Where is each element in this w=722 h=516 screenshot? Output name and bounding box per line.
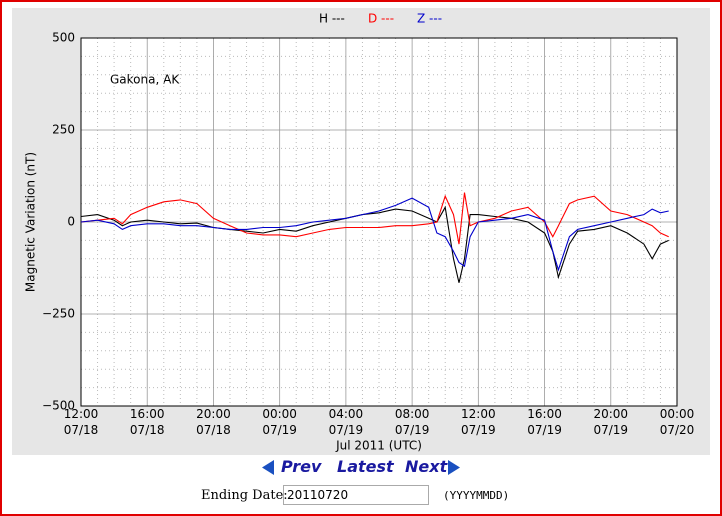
x-axis-label: Jul 2011 (UTC) [335, 439, 422, 453]
x-tick-label: 00:00 07/19 [262, 407, 297, 437]
series-line [80, 205, 669, 283]
legend-entry: H --- [319, 12, 345, 26]
x-tick-label: 12:00 07/18 [64, 407, 99, 437]
y-tick-label: 250 [52, 123, 75, 137]
x-tick-label: 20:00 07/18 [196, 407, 231, 437]
x-tick-label: 20:00 07/19 [593, 407, 628, 437]
y-tick-label: 500 [52, 31, 75, 45]
next-arrow[interactable] [448, 460, 461, 475]
series-line [80, 197, 669, 272]
date-input[interactable]: 20110720 [283, 485, 429, 505]
x-tick-label: 12:00 07/19 [461, 407, 496, 437]
y-axis-label: Magnetic Variation (nT) [24, 152, 38, 292]
prev-arrow[interactable] [262, 460, 275, 475]
date-label: Ending Date: [201, 488, 288, 503]
x-tick-label: 16:00 07/19 [527, 407, 562, 437]
y-tick-label: −500 [42, 399, 75, 413]
y-tick-label: −250 [42, 307, 75, 321]
series-line [80, 192, 669, 245]
prev-button[interactable]: Prev [281, 457, 322, 476]
x-tick-label: 08:00 07/19 [395, 407, 430, 437]
y-tick-label: 0 [67, 215, 75, 229]
latest-button[interactable]: Latest [337, 457, 394, 476]
annotation: Gakona, AK [110, 73, 180, 87]
date-format: (YYYYMMDD) [443, 489, 510, 502]
legend-entry: Z --- [417, 12, 442, 26]
x-tick-label: 00:00 07/20 [660, 407, 695, 437]
next-button[interactable]: Next [405, 457, 448, 476]
legend-entry: D --- [368, 12, 394, 26]
x-tick-label: 16:00 07/18 [130, 407, 165, 437]
x-tick-label: 04:00 07/19 [329, 407, 364, 437]
